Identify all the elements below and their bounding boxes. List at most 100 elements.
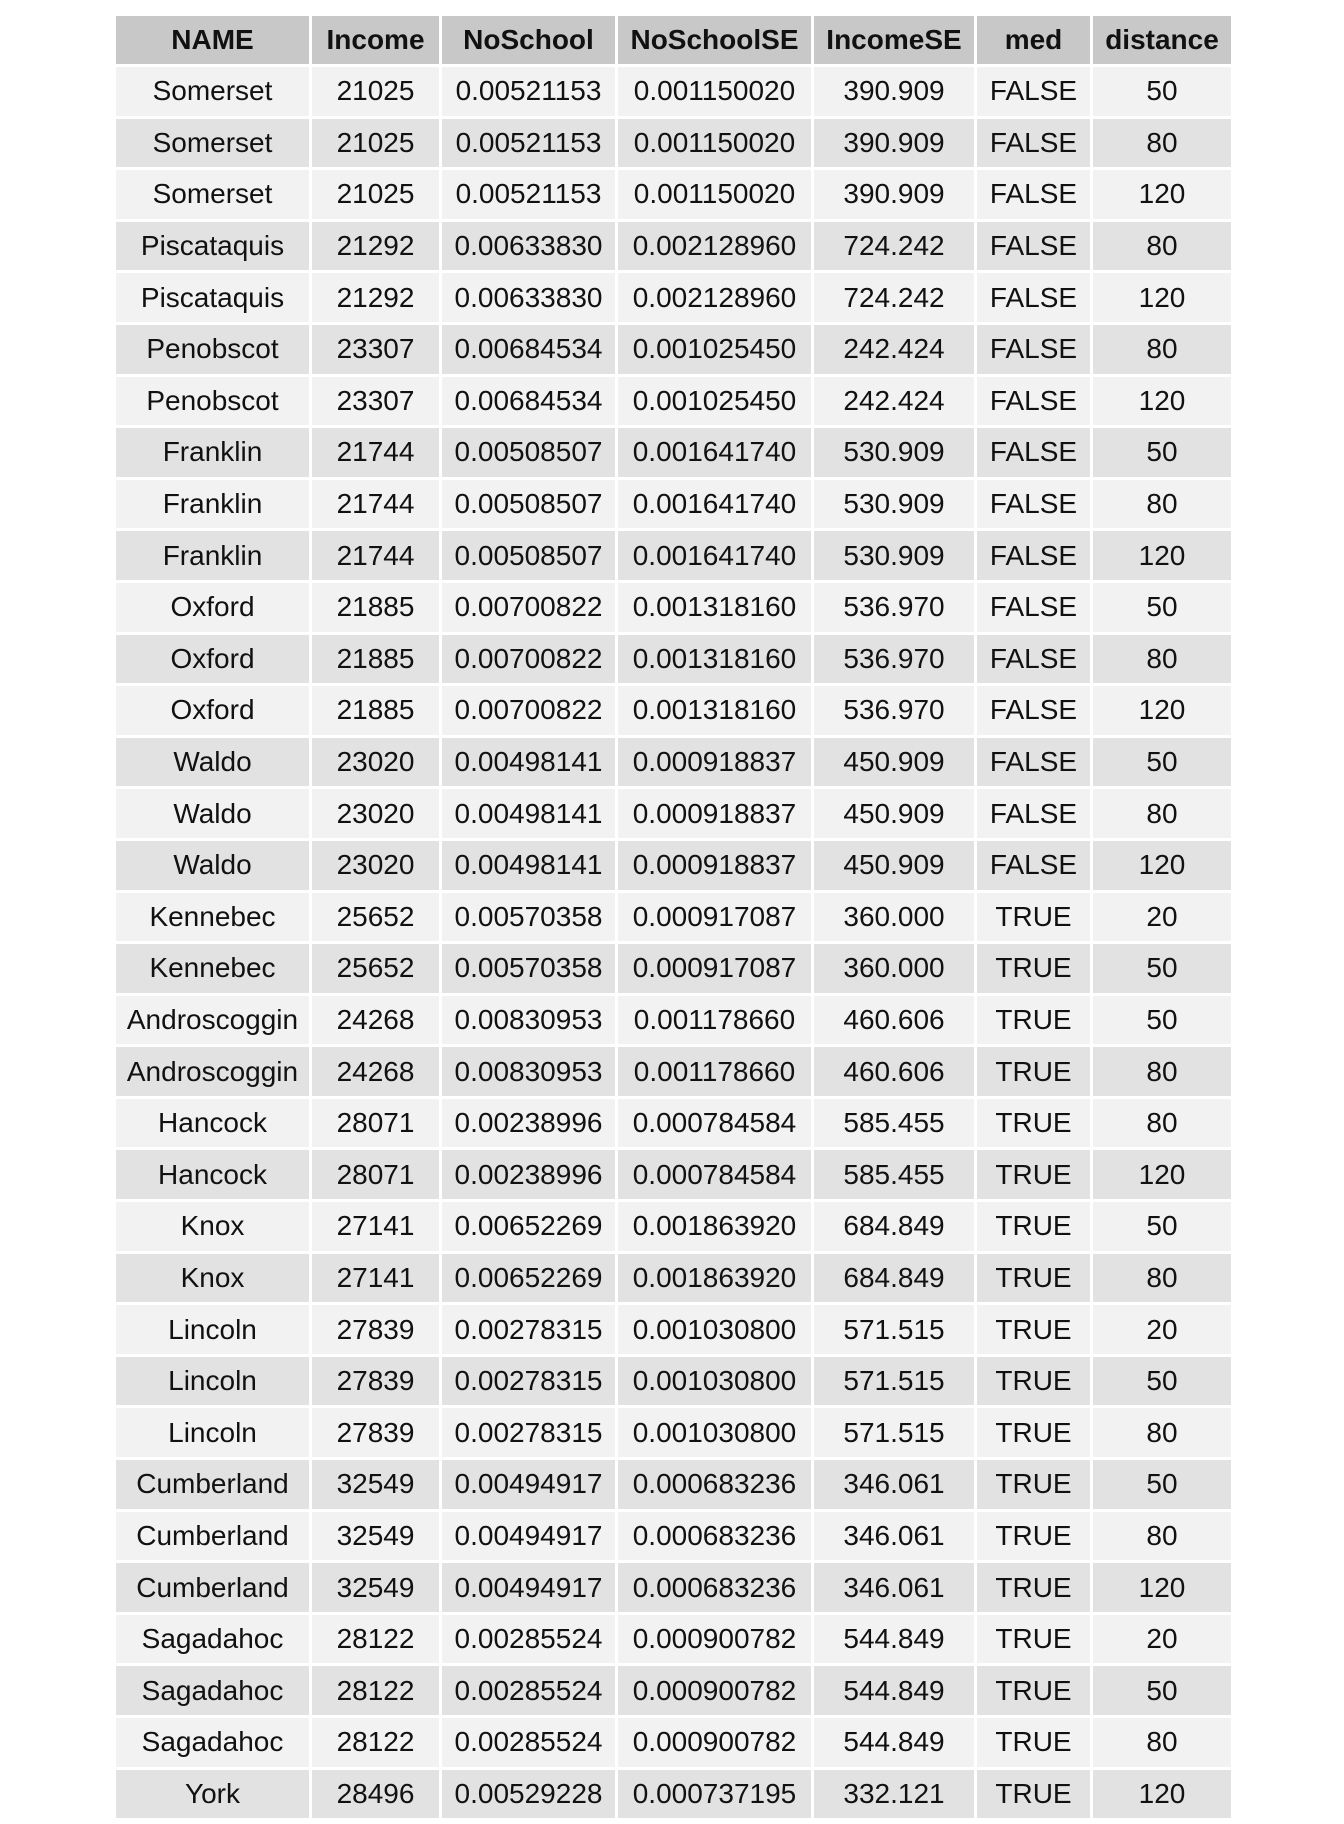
cell-incomese: 684.849 — [814, 1202, 974, 1251]
table-row: Hancock 28071 0.00238996 0.000784584 585.455… — [116, 1150, 1231, 1200]
cell-name: Piscataquis — [116, 221, 309, 271]
cell-med: FALSE — [977, 118, 1090, 168]
cell-med: TRUE — [977, 1253, 1090, 1303]
table-row: Knox 27141 0.00652269 0.001863920 684.849 TRU… — [116, 1253, 1231, 1303]
cell-name: Cumberland — [116, 1511, 309, 1561]
cell-distance: 50 — [1093, 582, 1231, 632]
cell-distance: 50 — [1093, 67, 1231, 116]
cell-med: FALSE — [977, 531, 1090, 580]
cell-incomese: 544.849 — [814, 1666, 974, 1715]
cell-distance: 80 — [1093, 118, 1231, 168]
cell-distance: 50 — [1093, 737, 1231, 787]
cell-noschool: 0.00570358 — [442, 944, 615, 993]
cell-income: 25652 — [312, 892, 439, 942]
table-row: Kennebec 25652 0.00570358 0.000917087 360.00… — [116, 892, 1231, 942]
cell-name: Androscoggin — [116, 995, 309, 1045]
cell-income: 27839 — [312, 1408, 439, 1458]
cell-noschoolse: 0.001318160 — [618, 686, 811, 735]
cell-name: Kennebec — [116, 892, 309, 942]
cell-noschoolse: 0.001150020 — [618, 67, 811, 116]
cell-incomese: 450.909 — [814, 840, 974, 890]
cell-name: Cumberland — [116, 1563, 309, 1612]
cell-name: Franklin — [116, 479, 309, 529]
cell-distance: 120 — [1093, 1150, 1231, 1200]
cell-noschool: 0.00508507 — [442, 428, 615, 477]
cell-incomese: 571.515 — [814, 1305, 974, 1354]
cell-noschool: 0.00238996 — [442, 1098, 615, 1148]
cell-name: Waldo — [116, 737, 309, 787]
cell-distance: 120 — [1093, 1563, 1231, 1612]
cell-incomese: 360.000 — [814, 892, 974, 942]
cell-income: 21292 — [312, 273, 439, 322]
cell-noschoolse: 0.000737195 — [618, 1769, 811, 1819]
cell-income: 28496 — [312, 1769, 439, 1819]
cell-distance: 120 — [1093, 686, 1231, 735]
table-row: Sagadahoc 28122 0.00285524 0.000900782 544.8… — [116, 1614, 1231, 1664]
table-row: Hancock 28071 0.00238996 0.000784584 585.455… — [116, 1098, 1231, 1148]
cell-income: 21885 — [312, 686, 439, 735]
cell-distance: 20 — [1093, 892, 1231, 942]
cell-incomese: 390.909 — [814, 170, 974, 219]
cell-noschoolse: 0.000683236 — [618, 1460, 811, 1509]
cell-distance: 80 — [1093, 789, 1231, 838]
cell-med: FALSE — [977, 634, 1090, 684]
cell-noschool: 0.00652269 — [442, 1202, 615, 1251]
cell-income: 27839 — [312, 1356, 439, 1406]
table-row: Androscoggin 24268 0.00830953 0.001178660 46… — [116, 995, 1231, 1045]
cell-noschoolse: 0.001030800 — [618, 1356, 811, 1406]
cell-incomese: 571.515 — [814, 1408, 974, 1458]
header-row: NAME Income NoSchool NoSchoolSE IncomeSE med d… — [116, 16, 1231, 64]
column-header-med: med — [977, 16, 1090, 64]
cell-income: 28071 — [312, 1098, 439, 1148]
cell-noschoolse: 0.001025450 — [618, 324, 811, 374]
cell-med: TRUE — [977, 1511, 1090, 1561]
cell-distance: 20 — [1093, 1614, 1231, 1664]
cell-incomese: 332.121 — [814, 1769, 974, 1819]
cell-name: Knox — [116, 1253, 309, 1303]
cell-income: 21885 — [312, 634, 439, 684]
cell-med: TRUE — [977, 1769, 1090, 1819]
table-row: Knox 27141 0.00652269 0.001863920 684.849 TRU… — [116, 1202, 1231, 1251]
cell-noschool: 0.00521153 — [442, 118, 615, 168]
table-row: Franklin 21744 0.00508507 0.001641740 530.90… — [116, 479, 1231, 529]
column-header-income: Income — [312, 16, 439, 64]
cell-noschool: 0.00498141 — [442, 789, 615, 838]
cell-incomese: 571.515 — [814, 1356, 974, 1406]
cell-med: TRUE — [977, 944, 1090, 993]
cell-noschoolse: 0.002128960 — [618, 273, 811, 322]
cell-noschool: 0.00278315 — [442, 1408, 615, 1458]
cell-income: 23020 — [312, 737, 439, 787]
cell-distance: 120 — [1093, 170, 1231, 219]
cell-name: Penobscot — [116, 324, 309, 374]
cell-incomese: 242.424 — [814, 324, 974, 374]
cell-med: FALSE — [977, 737, 1090, 787]
cell-med: TRUE — [977, 1563, 1090, 1612]
cell-income: 28122 — [312, 1718, 439, 1767]
cell-distance: 80 — [1093, 221, 1231, 271]
cell-noschoolse: 0.000917087 — [618, 892, 811, 942]
cell-med: TRUE — [977, 1047, 1090, 1096]
cell-med: TRUE — [977, 1202, 1090, 1251]
cell-noschool: 0.00285524 — [442, 1666, 615, 1715]
table-row: Penobscot 23307 0.00684534 0.001025450 242.4… — [116, 324, 1231, 374]
cell-distance: 80 — [1093, 324, 1231, 374]
cell-incomese: 585.455 — [814, 1098, 974, 1148]
table-row: Lincoln 27839 0.00278315 0.001030800 571.515… — [116, 1305, 1231, 1354]
cell-noschoolse: 0.000683236 — [618, 1511, 811, 1561]
cell-noschool: 0.00498141 — [442, 840, 615, 890]
cell-noschool: 0.00494917 — [442, 1563, 615, 1612]
cell-noschoolse: 0.001150020 — [618, 170, 811, 219]
table-row: York 28496 0.00529228 0.000737195 332.121 TRU… — [116, 1769, 1231, 1819]
cell-incomese: 242.424 — [814, 376, 974, 426]
cell-name: Somerset — [116, 170, 309, 219]
cell-name: Cumberland — [116, 1460, 309, 1509]
cell-name: Sagadahoc — [116, 1614, 309, 1664]
cell-name: Sagadahoc — [116, 1718, 309, 1767]
cell-noschool: 0.00285524 — [442, 1718, 615, 1767]
cell-incomese: 460.606 — [814, 995, 974, 1045]
cell-name: Oxford — [116, 686, 309, 735]
cell-noschoolse: 0.000683236 — [618, 1563, 811, 1612]
cell-distance: 120 — [1093, 1769, 1231, 1819]
table-row: Somerset 21025 0.00521153 0.001150020 390.90… — [116, 118, 1231, 168]
cell-noschool: 0.00238996 — [442, 1150, 615, 1200]
